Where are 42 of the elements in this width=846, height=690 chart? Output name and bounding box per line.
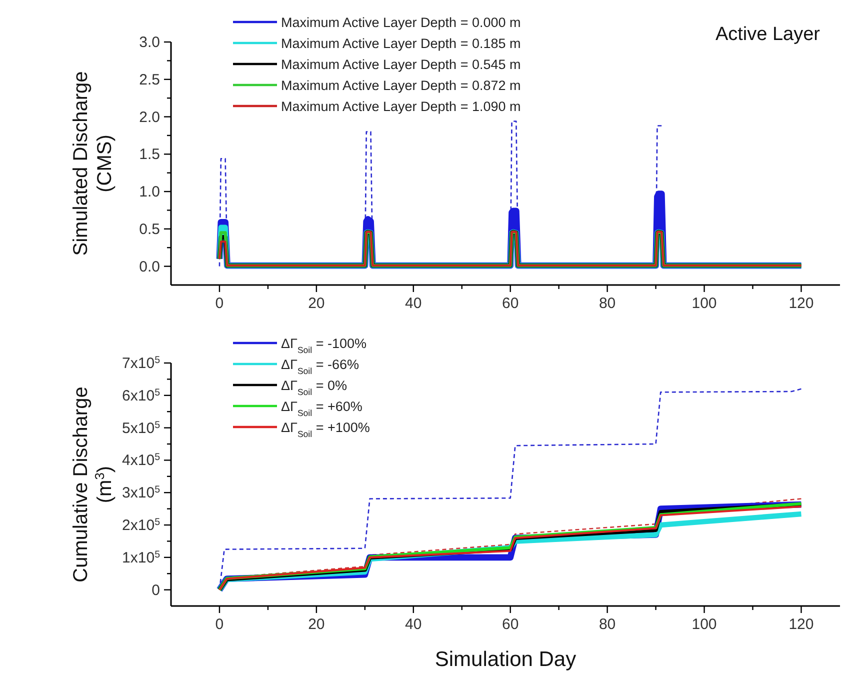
x-tick-label: 100 (692, 295, 717, 312)
x-tick-label: 100 (692, 616, 717, 633)
y-tick-label: 3x10$^{5}$ (122, 484, 161, 502)
y-tick-label: 3.0 (139, 34, 160, 51)
x-tick-label: 80 (598, 616, 616, 633)
y-tick-label: 1.5 (139, 146, 160, 164)
y-tick-label: 2.5 (139, 71, 160, 88)
legend-label: ΔΓ$_{Soil}$ = -66% (281, 357, 359, 376)
legend-label: ΔΓ$_{Soil}$ = +60% (281, 399, 362, 418)
x-tick-label: 60 (502, 616, 519, 633)
y-tick-label: 2x10$^{5}$ (122, 516, 161, 534)
legend-label: Maximum Active Layer Depth = 0.872 m (281, 78, 521, 93)
y-tick-label: 6x10$^{5}$ (122, 386, 161, 404)
x-tick-label: 20 (308, 616, 325, 633)
y-tick-label: 2.0 (139, 108, 160, 126)
x-tick-label: 80 (598, 295, 616, 312)
y-tick-label: 0 (152, 582, 160, 599)
legend-label: Maximum Active Layer Depth = 0.000 m (281, 15, 521, 30)
legend-label: ΔΓ$_{Soil}$ = 0% (281, 378, 347, 397)
legend-label: Maximum Active Layer Depth = 0.545 m (281, 57, 521, 72)
y-tick-label: 0.0 (139, 258, 160, 276)
x-tick-label: 40 (405, 616, 422, 633)
x-tick-label: 40 (405, 295, 422, 312)
y-tick-label: 4x10$^{5}$ (122, 452, 161, 470)
legend-label: ΔΓ$_{Soil}$ = -100% (281, 336, 366, 355)
legend-label: ΔΓ$_{Soil}$ = +100% (281, 420, 370, 439)
y-tick-label: 0.5 (139, 220, 160, 238)
y-tick-label: 7x10$^{5}$ (122, 354, 161, 372)
x-tick-label: 0 (215, 616, 224, 633)
y-tick-label: 5x10$^{5}$ (122, 419, 161, 437)
x-tick-label: 120 (788, 616, 814, 633)
chart-title: Active Layer (715, 24, 821, 45)
x-tick-label: 20 (308, 295, 325, 312)
x-tick-label: 60 (502, 295, 519, 312)
x-tick-label: 0 (215, 295, 224, 312)
y-axis-title: Simulated Discharge (CMS) (70, 71, 116, 256)
legend-label: Maximum Active Layer Depth = 1.090 m (281, 99, 521, 114)
y-tick-label: 1.0 (139, 184, 160, 201)
x-axis-title: Simulation Day (434, 648, 577, 671)
y-tick-label: 1x10$^{5}$ (122, 548, 161, 566)
x-tick-label: 120 (788, 295, 814, 312)
legend-label: Maximum Active Layer Depth = 0.185 m (281, 36, 521, 51)
